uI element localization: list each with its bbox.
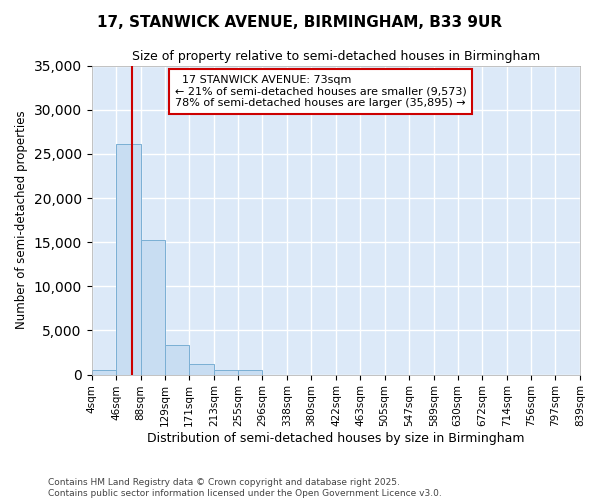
Bar [164, 346, 189, 374]
Title: Size of property relative to semi-detached houses in Birmingham: Size of property relative to semi-detach… [131, 50, 540, 63]
Bar [214, 370, 238, 374]
Bar [116, 144, 140, 374]
Text: Contains HM Land Registry data © Crown copyright and database right 2025.
Contai: Contains HM Land Registry data © Crown c… [48, 478, 442, 498]
Bar [189, 364, 214, 374]
Text: 17, STANWICK AVENUE, BIRMINGHAM, B33 9UR: 17, STANWICK AVENUE, BIRMINGHAM, B33 9UR [97, 15, 503, 30]
Bar [92, 370, 116, 374]
Bar [140, 240, 164, 374]
X-axis label: Distribution of semi-detached houses by size in Birmingham: Distribution of semi-detached houses by … [147, 432, 524, 445]
Text: 17 STANWICK AVENUE: 73sqm
← 21% of semi-detached houses are smaller (9,573)
78% : 17 STANWICK AVENUE: 73sqm ← 21% of semi-… [175, 75, 466, 108]
Bar [238, 370, 262, 374]
Y-axis label: Number of semi-detached properties: Number of semi-detached properties [15, 111, 28, 330]
